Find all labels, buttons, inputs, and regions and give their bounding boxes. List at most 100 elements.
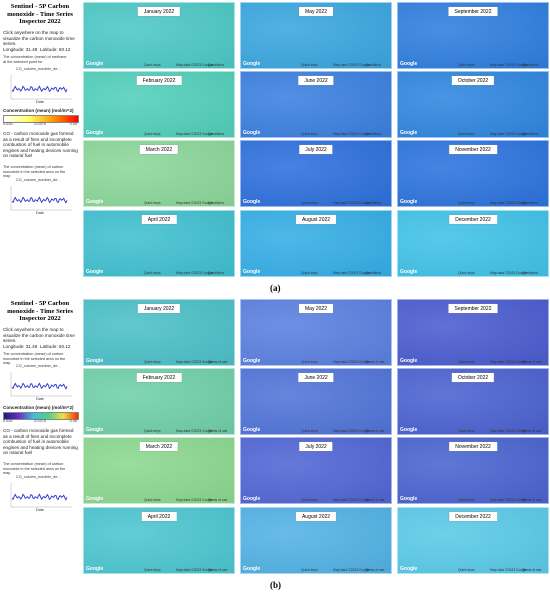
map-footer-text[interactable]: Quick keys [144, 498, 161, 502]
map-footer-text[interactable]: Conditions [208, 201, 225, 205]
map-footer-text[interactable]: Conditions [208, 271, 225, 275]
map-tile[interactable]: April 2022 Google Quick keys Map data ©2023… [83, 210, 235, 277]
map-footer-text[interactable]: Conditions [522, 271, 539, 275]
map-tile[interactable]: March 2022 Google Quick keys Map data ©2023… [83, 437, 235, 504]
map-tile[interactable]: February 2022 Google Quick keys Map data ©2… [83, 368, 235, 435]
map-tile[interactable]: September 2022 Google Quick keys Map data ©… [397, 2, 549, 69]
map-footer-text[interactable]: Map data ©2023 Google [490, 568, 527, 572]
map-footer-text[interactable]: Quick keys [301, 132, 318, 136]
map-footer-text[interactable]: Conditions [365, 132, 382, 136]
map-footer-text[interactable]: Map data ©2023 Google [333, 429, 370, 433]
map-footer-text[interactable]: Quick keys [301, 201, 318, 205]
map-footer-text[interactable]: Conditions [522, 201, 539, 205]
map-footer-text[interactable]: Quick keys [458, 201, 475, 205]
map-tile[interactable]: January 2022 Google Quick keys Map data ©20… [83, 2, 235, 69]
map-footer-text[interactable]: Terms of use [522, 360, 542, 364]
map-footer-text[interactable]: Conditions [522, 63, 539, 67]
map-footer-text[interactable]: Quick keys [144, 132, 161, 136]
map-footer-text[interactable]: Map data ©2023 Google [333, 568, 370, 572]
map-footer-text[interactable]: Quick keys [144, 271, 161, 275]
map-footer-text[interactable]: Quick keys [458, 132, 475, 136]
map-tile[interactable]: January 2022 Google Quick keys Map data ©20… [83, 299, 235, 366]
map-footer-text[interactable]: Map data ©2023 Google [490, 498, 527, 502]
map-footer-text[interactable]: Quick keys [458, 360, 475, 364]
map-tile[interactable]: July 2022 Google Quick keys Map data ©2023 … [240, 437, 392, 504]
map-tile[interactable]: August 2022 Google Quick keys Map data ©202… [240, 210, 392, 277]
map-tile[interactable]: July 2022 Google Quick keys Map data ©2023 … [240, 140, 392, 207]
map-footer-text[interactable]: Terms of use [522, 568, 542, 572]
map-footer-text[interactable]: Map data ©2023 Google [490, 132, 527, 136]
map-tile[interactable]: November 2022 Google Quick keys Map data ©2… [397, 140, 549, 207]
map-footer-text[interactable]: Map data ©2023 Google [176, 271, 213, 275]
map-footer-text[interactable]: Map data ©2023 Google [176, 201, 213, 205]
map-footer-text[interactable]: Quick keys [301, 271, 318, 275]
map-footer-text[interactable]: Quick keys [144, 429, 161, 433]
map-footer-text[interactable]: Map data ©2023 Google [490, 271, 527, 275]
month-label: May 2022 [299, 7, 333, 16]
map-tile[interactable]: May 2022 Google Quick keys Map data ©2023 G… [240, 299, 392, 366]
map-footer-text[interactable]: Conditions [208, 63, 225, 67]
map-footer-text[interactable]: Map data ©2023 Google [333, 498, 370, 502]
map-footer-text[interactable]: Map data ©2023 Google [490, 63, 527, 67]
map-footer-text[interactable]: Quick keys [458, 271, 475, 275]
map-tile[interactable]: March 2022 Google Quick keys Map data ©2023… [83, 140, 235, 207]
map-footer-text[interactable]: Map data ©2023 Google [176, 498, 213, 502]
map-tile[interactable]: October 2022 Google Quick keys Map data ©20… [397, 71, 549, 138]
map-footer-text[interactable]: Map data ©2023 Google [176, 63, 213, 67]
map-footer-text[interactable]: Conditions [208, 132, 225, 136]
map-footer-text[interactable]: Quick keys [458, 568, 475, 572]
map-footer-text[interactable]: Quick keys [458, 63, 475, 67]
map-footer-text[interactable]: Conditions [365, 63, 382, 67]
map-footer-text[interactable]: Conditions [365, 201, 382, 205]
map-footer-text[interactable]: Map data ©2023 Google [333, 201, 370, 205]
map-footer-text[interactable]: Quick keys [144, 568, 161, 572]
map-footer-text[interactable]: Quick keys [144, 360, 161, 364]
map-tile[interactable]: May 2022 Google Quick keys Map data ©2023 G… [240, 2, 392, 69]
map-tile[interactable]: December 2022 Google Quick keys Map data ©2… [397, 210, 549, 277]
map-footer-text[interactable]: Map data ©2023 Google [490, 429, 527, 433]
map-footer-text[interactable]: Terms of use [365, 360, 385, 364]
map-footer-text[interactable]: Quick keys [301, 429, 318, 433]
map-footer-text[interactable]: Quick keys [301, 568, 318, 572]
map-footer-text[interactable]: Map data ©2023 Google [333, 271, 370, 275]
map-footer-text[interactable]: Quick keys [458, 498, 475, 502]
map-footer-text[interactable]: Terms of use [208, 429, 228, 433]
map-footer-text[interactable]: Terms of use [208, 498, 228, 502]
map-footer: Google Quick keys Map data ©2023 Google Ter… [84, 496, 234, 503]
map-footer-text[interactable]: Quick keys [144, 201, 161, 205]
google-logo: Google [86, 496, 104, 502]
map-footer-text[interactable]: Terms of use [208, 360, 228, 364]
map-tile[interactable]: December 2022 Google Quick keys Map data ©2… [397, 507, 549, 574]
map-footer-text[interactable]: Quick keys [301, 498, 318, 502]
map-footer-text[interactable]: Map data ©2023 Google [333, 63, 370, 67]
map-footer-text[interactable]: Map data ©2023 Google [333, 132, 370, 136]
map-tile[interactable]: June 2022 Google Quick keys Map data ©2023 … [240, 368, 392, 435]
map-footer-text[interactable]: Terms of use [522, 498, 542, 502]
map-footer-text[interactable]: Quick keys [458, 429, 475, 433]
map-tile[interactable]: June 2022 Google Quick keys Map data ©2023 … [240, 71, 392, 138]
map-footer-text[interactable]: Quick keys [301, 360, 318, 364]
map-footer-text[interactable]: Terms of use [365, 498, 385, 502]
map-footer-text[interactable]: Terms of use [522, 429, 542, 433]
map-tile[interactable]: August 2022 Google Quick keys Map data ©202… [240, 507, 392, 574]
map-footer-text[interactable]: Quick keys [144, 63, 161, 67]
map-tile[interactable]: October 2022 Google Quick keys Map data ©20… [397, 368, 549, 435]
map-footer-text[interactable]: Map data ©2023 Google [176, 568, 213, 572]
map-footer-text[interactable]: Conditions [522, 132, 539, 136]
map-footer-text[interactable]: Map data ©2023 Google [176, 360, 213, 364]
map-tile[interactable]: April 2022 Google Quick keys Map data ©2023… [83, 507, 235, 574]
map-footer-text[interactable]: Conditions [365, 271, 382, 275]
map-footer-text[interactable]: Map data ©2023 Google [490, 201, 527, 205]
map-footer-text[interactable]: Map data ©2023 Google [176, 132, 213, 136]
map-footer-text[interactable]: Terms of use [365, 568, 385, 572]
map-tile[interactable]: September 2022 Google Quick keys Map data ©… [397, 299, 549, 366]
month-label: June 2022 [298, 76, 334, 85]
map-footer-text[interactable]: Map data ©2023 Google [490, 360, 527, 364]
map-footer-text[interactable]: Terms of use [365, 429, 385, 433]
map-footer-text[interactable]: Map data ©2023 Google [176, 429, 213, 433]
map-footer-text[interactable]: Terms of use [208, 568, 228, 572]
map-tile[interactable]: February 2022 Google Quick keys Map data ©2… [83, 71, 235, 138]
map-footer-text[interactable]: Map data ©2023 Google [333, 360, 370, 364]
map-footer-text[interactable]: Quick keys [301, 63, 318, 67]
map-tile[interactable]: November 2022 Google Quick keys Map data ©2… [397, 437, 549, 504]
